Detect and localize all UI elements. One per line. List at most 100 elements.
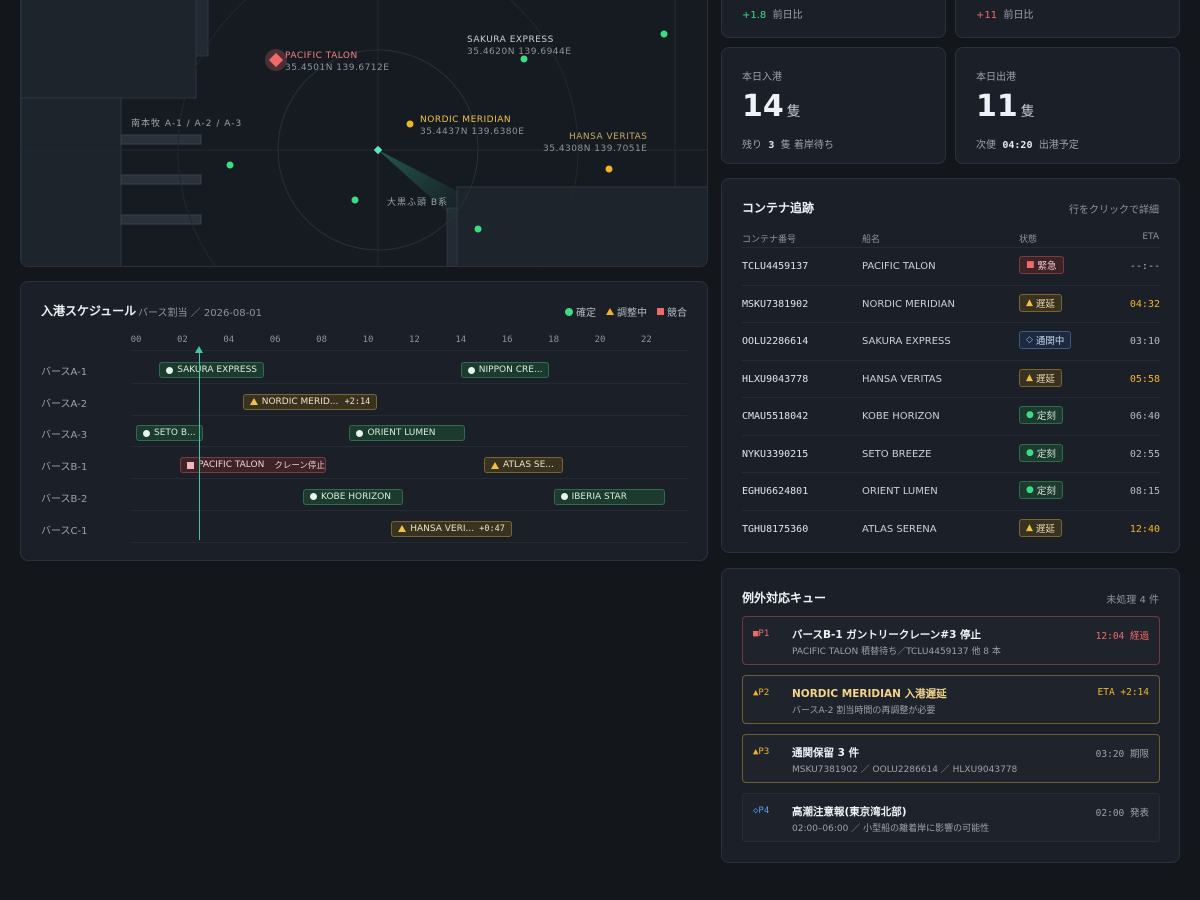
legend-warn: 調整中 xyxy=(606,304,647,319)
dot-icon xyxy=(560,493,568,501)
triangle-icon xyxy=(249,398,258,406)
table-row[interactable]: CMAU5518042 KOBE HORIZON ● 定刻 06:40 xyxy=(742,397,1160,434)
schedule-subtitle: バース割当 ／ 2026-08-01 xyxy=(138,308,262,319)
slot-ship-name: ATLAS SE... xyxy=(503,460,554,471)
ship-name: KOBE HORIZON xyxy=(862,411,940,422)
pier-block xyxy=(21,97,122,266)
hour-tick: 16 xyxy=(501,335,513,345)
dot-icon xyxy=(143,429,150,437)
queue-item-title: 高潮注意報(東京湾北部) xyxy=(792,806,907,818)
ship-name: NORDIC MERIDIAN xyxy=(420,115,512,125)
ship-marker[interactable] xyxy=(660,30,668,38)
table-row[interactable]: NYKU3390215 SETO BREEZE ● 定刻 02:55 xyxy=(742,434,1160,472)
berth-slot[interactable]: ATLAS SE... xyxy=(484,457,563,474)
dot-icon xyxy=(356,429,364,437)
radar-center-marker xyxy=(373,145,383,155)
ship-marker[interactable] xyxy=(351,196,359,204)
slot-ship-name: NORDIC MERID... xyxy=(261,396,339,407)
berth-slot[interactable]: SETO B... xyxy=(136,425,204,442)
kpi-delta: +1.8 前日比 xyxy=(742,10,803,21)
row-divider xyxy=(131,478,687,480)
priority-badge: ▲P3 xyxy=(753,747,769,757)
slot-ship-name: PACIFIC TALON xyxy=(198,460,265,471)
ship-name: PACIFIC TALON xyxy=(285,51,358,61)
queue-item[interactable]: ■P1 バースB-1 ガントリークレーン#3 停止 PACIFIC TALON 積替… xyxy=(742,616,1160,665)
port-map[interactable]: PACIFIC TALON 35.4501N 139.6712E SAKURA … xyxy=(20,0,708,267)
berth-slot[interactable]: NORDIC MERID... +2:14 xyxy=(242,393,378,410)
berth-slot[interactable]: HANSA VERI... +0:47 xyxy=(391,520,512,537)
dot-icon: ● xyxy=(1026,447,1034,458)
kpi-value: 11 隻 xyxy=(976,89,1035,124)
header-eta: ETA xyxy=(1142,232,1159,242)
berth-slot[interactable]: IBERIA STAR xyxy=(553,488,665,505)
queue-item[interactable]: ▲P3 通関保留 3 件 MSKU7381902 ／ OOLU2286614 ／ H… xyxy=(742,734,1160,783)
priority-badge: ■P1 xyxy=(753,629,769,639)
berth-slot[interactable]: PACIFIC TALON クレーン停止 xyxy=(180,457,327,474)
ship-name: SETO BREEZE xyxy=(862,448,932,460)
berth-schedule-panel: 入港スケジュール バース割当 ／ 2026-08-01 確定 調整中 競合 00… xyxy=(20,281,708,561)
container-id: NYKU3390215 xyxy=(742,448,809,460)
ship-coord: 35.4620N 139.6944E xyxy=(467,47,572,57)
ship-marker[interactable] xyxy=(474,225,482,233)
queue-item-detail: PACIFIC TALON 積替待ち／TCLU4459137 他 8 本 xyxy=(792,647,1001,657)
table-row[interactable]: MSKU7381902 NORDIC MERIDIAN ▲ 遅延 04:32 xyxy=(742,284,1160,322)
queue-item-detail: 02:00–06:00 ／ 小型船の離着岸に影響の可能性 xyxy=(792,824,990,834)
schedule-legend: 確定 調整中 競合 xyxy=(565,304,687,319)
square-icon: ■ xyxy=(1026,260,1035,270)
eta-value: 05:58 xyxy=(1129,373,1160,385)
berth-slot[interactable]: NIPPON CRE... xyxy=(460,362,549,378)
queue-title: 例外対応キュー xyxy=(742,591,827,605)
dot-icon xyxy=(166,366,174,374)
table-row[interactable]: TCLU4459137 PACIFIC TALON ■ 緊急 --:-- xyxy=(742,247,1160,284)
queue-item[interactable]: ◇P4 高潮注意報(東京湾北部) 02:00–06:00 ／ 小型船の離着岸に影響の… xyxy=(742,793,1160,842)
now-line xyxy=(198,350,200,540)
ship-label-hansa-veritas: HANSA VERITAS 35.4308N 139.7051E xyxy=(543,131,647,155)
hour-tick: 10 xyxy=(362,335,374,345)
header-status: 状態 xyxy=(1019,235,1038,245)
table-row[interactable]: OOLU2286614 SAKURA EXPRESS ◇ 通関中 03:10 xyxy=(742,322,1160,359)
row-divider xyxy=(131,446,687,448)
radar-ring xyxy=(177,0,579,266)
tracking-hint: 行をクリックで詳細 xyxy=(1069,205,1159,216)
slot-extra: クレーン停止 xyxy=(274,461,325,472)
container-id: OOLU2286614 xyxy=(742,336,809,347)
table-row[interactable]: EGHU6624801 ORIENT LUMEN ● 定刻 08:15 xyxy=(742,472,1160,509)
container-id: HLXU9043778 xyxy=(742,373,809,385)
queue-item[interactable]: ▲P2 NORDIC MERIDIAN 入港遅延 バースA-2 割当時間の再調整が必… xyxy=(742,675,1160,724)
priority-badge: ◇P4 xyxy=(753,806,769,816)
slot-ship-name: NIPPON CRE... xyxy=(478,365,543,375)
berth-label: バースA-2 xyxy=(41,398,88,410)
ship-marker[interactable] xyxy=(226,161,234,169)
table-row[interactable]: TGHU8175360 ATLAS SERENA ▲ 遅延 12:40 xyxy=(742,509,1160,547)
berth-label: バースB-1 xyxy=(41,462,88,474)
priority-text: P2 xyxy=(758,688,770,698)
row-divider xyxy=(131,541,687,543)
berth-slot[interactable]: SAKURA EXPRESS xyxy=(159,362,264,378)
dot-icon xyxy=(467,366,475,374)
ship-marker-pacific-talon[interactable] xyxy=(268,52,284,68)
status-badge: ● 定刻 xyxy=(1019,481,1063,499)
status-badge: ■ 緊急 xyxy=(1019,256,1064,274)
table-row[interactable]: HLXU9043778 HANSA VERITAS ▲ 遅延 05:58 xyxy=(742,359,1160,397)
ship-marker-hansa-veritas[interactable] xyxy=(605,165,613,173)
berth-slot[interactable]: ORIENT LUMEN xyxy=(349,425,466,442)
triangle-icon: ▲ xyxy=(753,688,759,698)
container-tracking-panel: コンテナ追跡 行をクリックで詳細 コンテナ番号 船名 状態 ETA TCLU44… xyxy=(721,178,1180,553)
legend-ok: 確定 xyxy=(565,304,596,319)
berth-slot[interactable]: KOBE HORIZON xyxy=(303,488,403,505)
ship-marker-sakura-express[interactable] xyxy=(520,55,528,63)
hour-tick: 22 xyxy=(640,335,652,345)
triangle-icon xyxy=(606,308,614,315)
status-text: 定刻 xyxy=(1036,448,1056,460)
ship-marker-nordic-meridian[interactable] xyxy=(406,120,414,128)
berth-label: バースA-1 xyxy=(41,367,88,378)
slot-ship-name: HANSA VERI... xyxy=(410,523,475,534)
container-id: CMAU5518042 xyxy=(742,411,809,422)
kpi-delta: +11 前日比 xyxy=(976,10,1034,21)
row-divider xyxy=(131,509,687,511)
ship-coord: 35.4501N 139.6712E xyxy=(285,63,390,73)
status-text: 定刻 xyxy=(1036,486,1056,497)
berth-marker xyxy=(120,174,202,185)
queue-item-title: バースB-1 ガントリークレーン#3 停止 xyxy=(792,629,982,641)
kpi-value: 14 隻 xyxy=(742,89,801,124)
